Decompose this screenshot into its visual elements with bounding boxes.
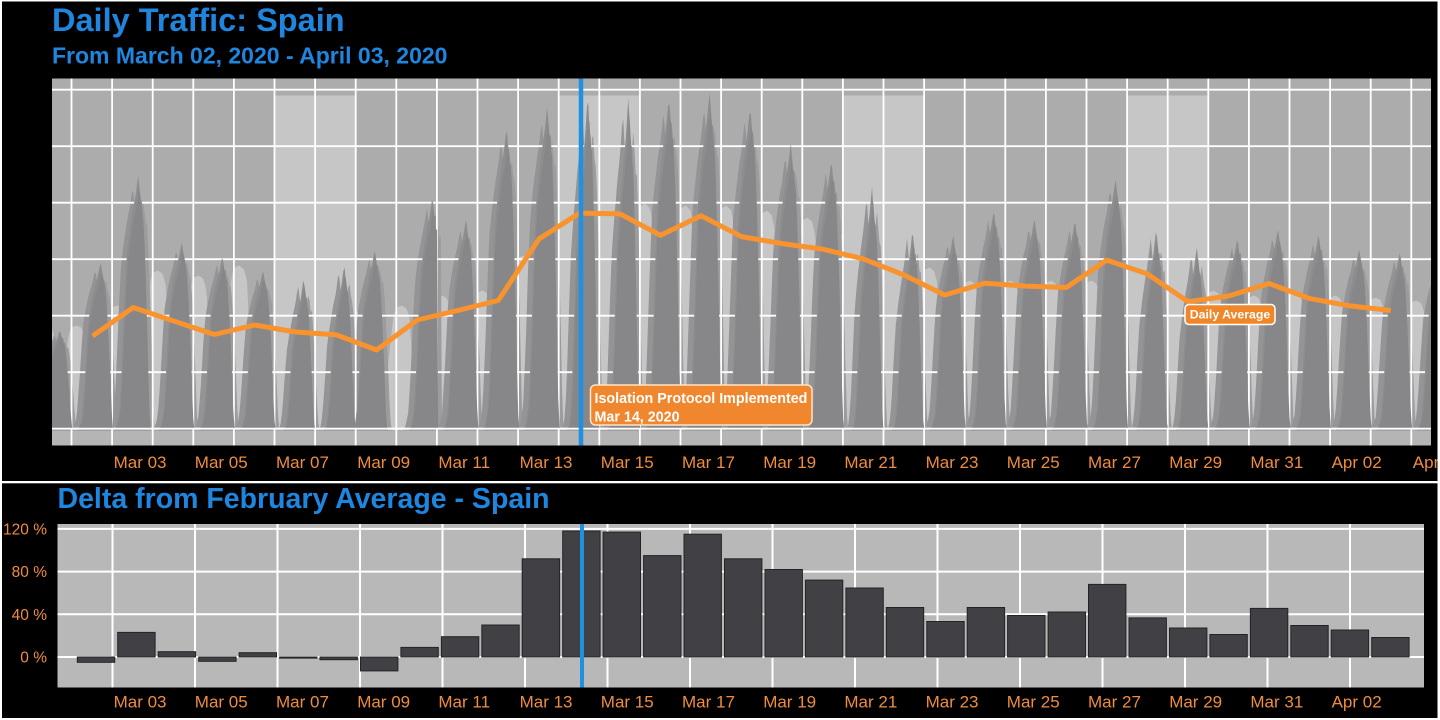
svg-text:Mar 11: Mar 11: [438, 693, 490, 712]
svg-text:Mar 03: Mar 03: [114, 693, 167, 712]
svg-text:Mar 23: Mar 23: [926, 453, 979, 472]
svg-text:Apr 02: Apr 02: [1332, 453, 1382, 472]
svg-text:Mar 25: Mar 25: [1007, 453, 1060, 472]
svg-text:Mar 14, 2020: Mar 14, 2020: [595, 410, 680, 426]
svg-text:Mar 19: Mar 19: [763, 453, 816, 472]
svg-text:Mar 15: Mar 15: [601, 693, 654, 712]
svg-text:120 %: 120 %: [3, 521, 47, 538]
svg-text:Mar 03: Mar 03: [114, 453, 167, 472]
svg-text:Mar 07: Mar 07: [276, 453, 329, 472]
svg-text:Mar 31: Mar 31: [1250, 693, 1303, 712]
svg-text:Mar 31: Mar 31: [1250, 453, 1303, 472]
svg-text:Mar 11: Mar 11: [438, 453, 490, 472]
svg-text:Mar 23: Mar 23: [926, 693, 979, 712]
svg-text:Mar 05: Mar 05: [195, 453, 248, 472]
svg-text:Mar 05: Mar 05: [195, 693, 248, 712]
svg-text:Mar 15: Mar 15: [601, 453, 654, 472]
svg-text:Mar 17: Mar 17: [682, 453, 735, 472]
svg-text:Daily Traffic: Spain: Daily Traffic: Spain: [52, 2, 345, 38]
svg-text:From March 02, 2020 - April 03: From March 02, 2020 - April 03, 2020: [52, 43, 447, 69]
svg-text:Mar 29: Mar 29: [1169, 693, 1222, 712]
svg-text:Mar 17: Mar 17: [682, 693, 735, 712]
svg-text:Apr 04: Apr 04: [1413, 453, 1440, 472]
svg-text:Mar 07: Mar 07: [276, 693, 329, 712]
svg-text:Mar 09: Mar 09: [357, 453, 410, 472]
svg-text:0 %: 0 %: [20, 650, 47, 667]
svg-text:Mar 21: Mar 21: [844, 453, 897, 472]
svg-text:Daily Average: Daily Average: [1190, 308, 1271, 322]
svg-text:Mar 21: Mar 21: [844, 693, 897, 712]
svg-text:Apr 02: Apr 02: [1332, 693, 1382, 712]
svg-text:40 %: 40 %: [12, 607, 48, 624]
svg-text:80 %: 80 %: [12, 564, 48, 581]
svg-text:Isolation Protocol Implemented: Isolation Protocol Implemented: [595, 391, 808, 407]
svg-text:Mar 27: Mar 27: [1088, 693, 1141, 712]
svg-text:Delta from February Average -: Delta from February Average - Spain: [58, 483, 550, 515]
svg-text:Mar 13: Mar 13: [520, 453, 573, 472]
svg-text:Mar 27: Mar 27: [1088, 453, 1141, 472]
svg-text:Mar 25: Mar 25: [1007, 693, 1060, 712]
svg-text:Mar 13: Mar 13: [520, 693, 573, 712]
svg-text:Mar 09: Mar 09: [357, 693, 410, 712]
svg-text:Mar 19: Mar 19: [763, 693, 816, 712]
svg-text:Mar 29: Mar 29: [1169, 453, 1222, 472]
